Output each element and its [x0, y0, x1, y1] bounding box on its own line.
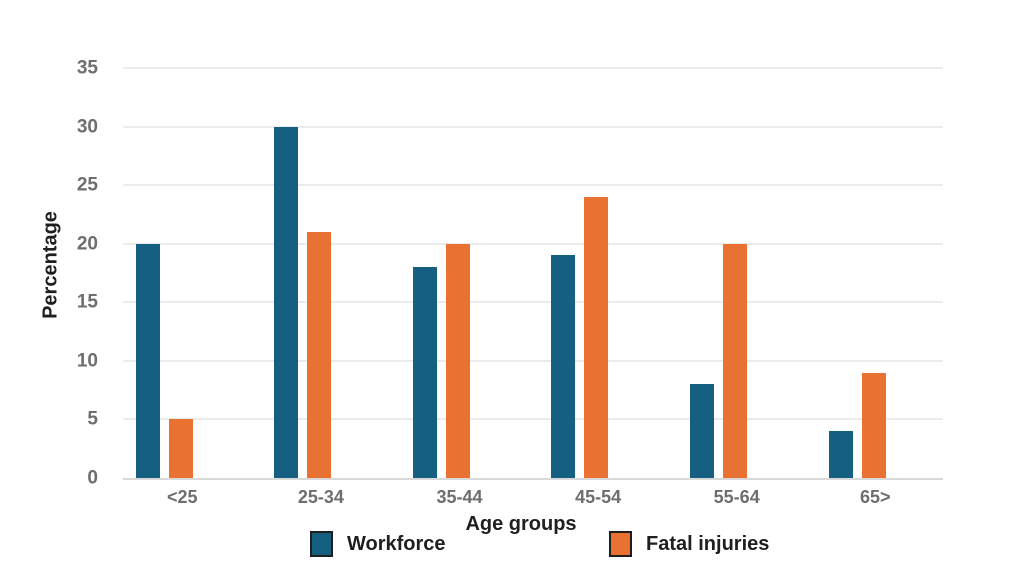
- y-axis-tick-label: 0: [87, 467, 98, 489]
- y-axis-tick-label: 10: [76, 350, 98, 372]
- gridline: [123, 359, 943, 362]
- x-axis-tick-label: 25-34: [297, 487, 344, 507]
- bar-workforce-65>: [828, 431, 853, 478]
- x-axis-line: [123, 478, 943, 480]
- legend-swatch-fatal-injuries: [609, 531, 632, 557]
- x-axis-tick-label: 55-64: [713, 487, 760, 507]
- legend-label: Fatal injuries: [646, 532, 770, 555]
- gridline: [123, 125, 943, 128]
- bar-fatal-injuries-55-64: [722, 243, 747, 478]
- bar-workforce-35-44: [412, 267, 437, 478]
- gridline: [123, 242, 943, 245]
- legend-swatch-workforce: [310, 531, 333, 557]
- bar-fatal-injuries-<25: [168, 419, 193, 478]
- bar-fatal-injuries-25-34: [307, 232, 332, 478]
- bar-fatal-injuries-65>: [861, 372, 886, 478]
- gridline: [123, 184, 943, 187]
- x-axis-tick-label: 45-54: [575, 487, 622, 507]
- x-axis-title: Age groups: [465, 513, 577, 535]
- bar-workforce-25-34: [274, 126, 299, 478]
- bar-fatal-injuries-35-44: [445, 243, 470, 478]
- y-axis-tick-label: 15: [76, 291, 98, 313]
- legend-item-fatal-injuries: Fatal injuries: [609, 531, 769, 557]
- bar-workforce-55-64: [689, 384, 714, 478]
- x-axis-tick-label: 65>: [860, 487, 891, 507]
- gridline: [123, 418, 943, 421]
- gridline: [123, 67, 943, 69]
- bar-workforce-<25: [135, 243, 160, 478]
- legend-item-workforce: Workforce: [310, 531, 446, 557]
- y-axis-tick-label: 5: [87, 408, 98, 430]
- legend-label: Workforce: [347, 532, 446, 555]
- y-axis-tick-label: 30: [76, 116, 98, 138]
- x-axis-tick-label: 35-44: [436, 487, 483, 507]
- bar-fatal-injuries-45-54: [584, 196, 609, 478]
- bar-workforce-45-54: [551, 255, 576, 478]
- y-axis-tick-label: 35: [76, 57, 98, 79]
- gridline: [123, 301, 943, 304]
- y-axis-tick-label: 20: [76, 233, 98, 255]
- y-axis-tick-label: 25: [76, 174, 98, 196]
- x-axis-tick-label: <25: [167, 487, 198, 507]
